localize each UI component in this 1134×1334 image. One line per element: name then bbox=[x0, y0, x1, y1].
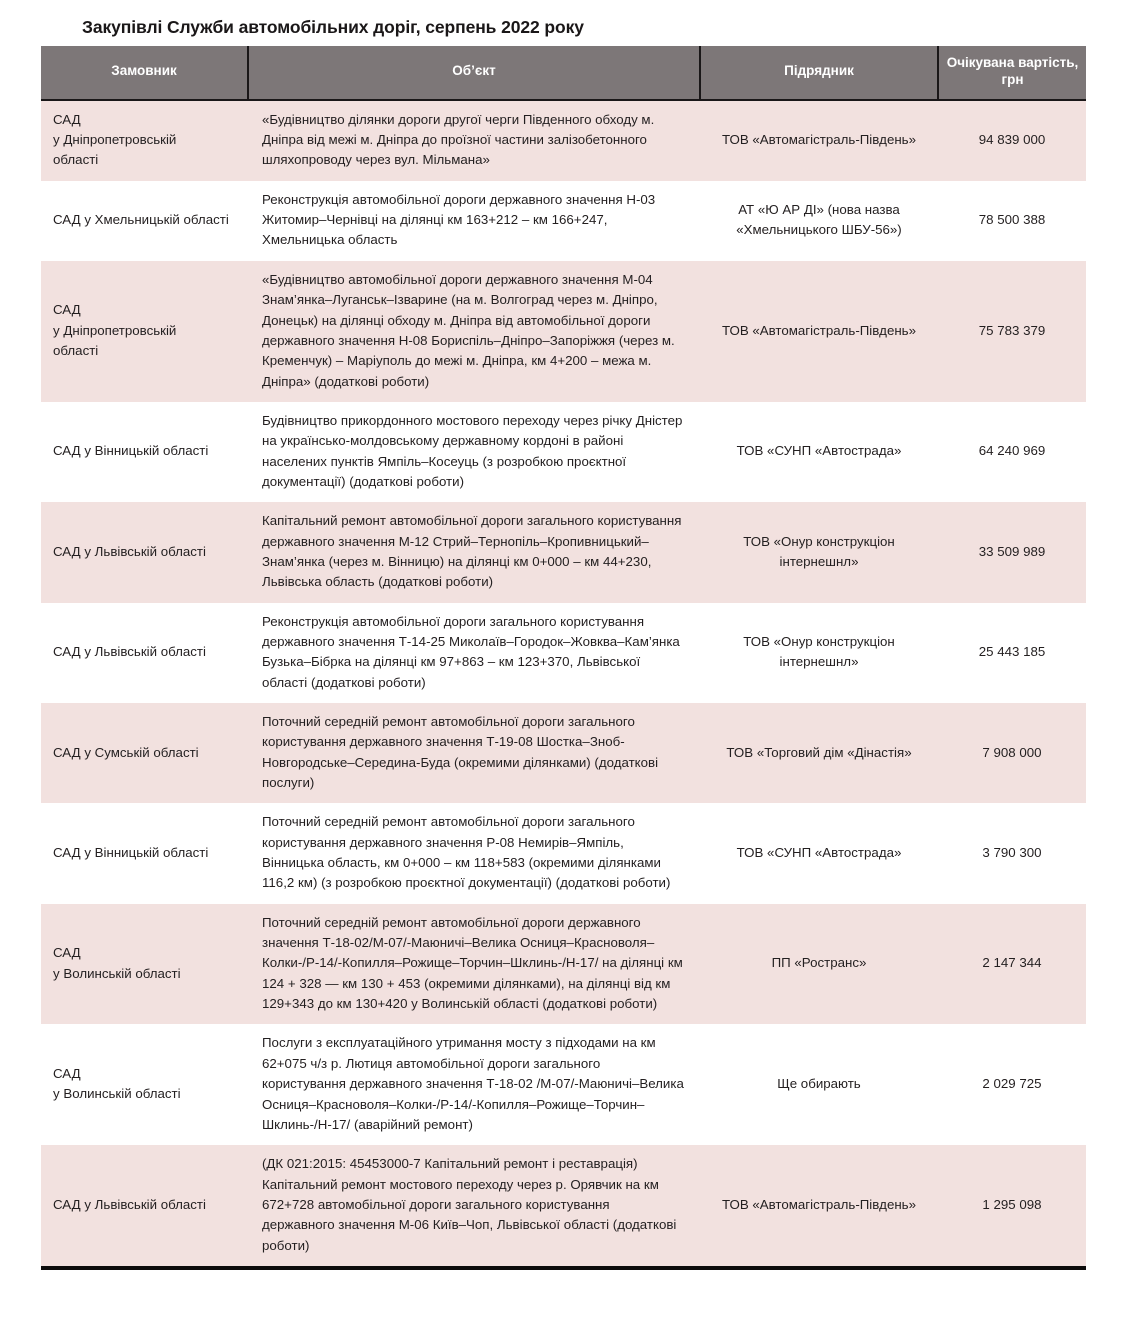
table-header-row: Замовник Об’єкт Підрядник Очікувана варт… bbox=[41, 46, 1086, 101]
cell-object: Реконструкція автомобільної дороги загал… bbox=[248, 602, 700, 703]
column-header-contractor: Підрядник bbox=[700, 46, 939, 101]
cell-contractor: ТОВ «СУНП «Автострада» bbox=[700, 803, 938, 904]
cell-object: Реконструкція автомобільної дороги держа… bbox=[248, 180, 700, 261]
table-header: Замовник Об’єкт Підрядник Очікувана варт… bbox=[41, 46, 1086, 101]
cell-value: 2 147 344 bbox=[938, 903, 1086, 1025]
table-body: САД у Дніпропетровській області «Будівництв… bbox=[41, 99, 1086, 1268]
cell-contractor: ТОВ «Торговий дім «Дінастія» bbox=[700, 703, 938, 804]
table-row: САД у Дніпропетровській області «Будівництв… bbox=[41, 99, 1086, 181]
cell-contractor: ТОВ «Автомагістраль-Південь» bbox=[700, 1145, 938, 1268]
cell-customer: САД у Хмельницькій області bbox=[41, 180, 248, 261]
cell-value: 1 295 098 bbox=[938, 1145, 1086, 1268]
table-row: САД у Львівській області (ДК 021:2015: 45… bbox=[41, 1145, 1086, 1268]
procurement-table: Замовник Об’єкт Підрядник Очікувана варт… bbox=[41, 46, 1086, 1270]
cell-value: 64 240 969 bbox=[938, 401, 1086, 503]
table-row: САД у Львівській області Капітальний ремо… bbox=[41, 502, 1086, 603]
cell-object: «Будівництво ділянки дороги другої черги… bbox=[248, 99, 700, 181]
cell-contractor: ТОВ «СУНП «Автострада» bbox=[700, 401, 938, 503]
cell-contractor: ТОВ «Онур конструкціон інтернешнл» bbox=[700, 502, 938, 603]
cell-value: 3 790 300 bbox=[938, 803, 1086, 904]
cell-customer: САД у Вінницькій області bbox=[41, 401, 248, 503]
table-row: САД у Вінницькій області Поточний середні… bbox=[41, 803, 1086, 904]
table-row: САД у Львівській області Реконструкція ав… bbox=[41, 602, 1086, 703]
cell-value: 78 500 388 bbox=[938, 180, 1086, 261]
column-header-customer: Замовник bbox=[41, 46, 249, 101]
cell-value: 75 783 379 bbox=[938, 260, 1086, 402]
table-row: САД у Дніпропетровській області «Будівництв… bbox=[41, 260, 1086, 402]
cell-customer: САД у Сумській області bbox=[41, 703, 248, 804]
cell-contractor: ПП «Ространс» bbox=[700, 903, 938, 1025]
cell-customer: САД у Львівській області bbox=[41, 502, 248, 603]
table-row: САД у Сумській області Поточний середній … bbox=[41, 703, 1086, 804]
table-container: Замовник Об’єкт Підрядник Очікувана варт… bbox=[41, 46, 1086, 1270]
cell-customer: САД у Дніпропетровській області bbox=[41, 260, 248, 402]
cell-object: Капітальний ремонт автомобільної дороги … bbox=[248, 502, 700, 603]
column-header-value: Очікувана вартість, грн bbox=[938, 46, 1086, 101]
cell-object: Послуги з експлуатаційного утримання мос… bbox=[248, 1024, 700, 1146]
cell-value: 94 839 000 bbox=[938, 99, 1086, 181]
cell-contractor: АТ «Ю АР ДІ» (нова назва «Хмельницького … bbox=[700, 180, 938, 261]
cell-value: 33 509 989 bbox=[938, 502, 1086, 603]
cell-customer: САД у Волинській області bbox=[41, 1024, 248, 1146]
cell-object: Поточний середній ремонт автомобільної д… bbox=[248, 903, 700, 1025]
cell-contractor: ТОВ «Автомагістраль-Південь» bbox=[700, 99, 938, 181]
cell-value: 2 029 725 bbox=[938, 1024, 1086, 1146]
cell-contractor: ТОВ «Онур конструкціон інтернешнл» bbox=[700, 602, 938, 703]
cell-customer: САД у Волинській області bbox=[41, 903, 248, 1025]
cell-value: 25 443 185 bbox=[938, 602, 1086, 703]
cell-contractor: Ще обирають bbox=[700, 1024, 938, 1146]
page-title: Закупівлі Служби автомобільних доріг, се… bbox=[82, 17, 584, 37]
cell-customer: САД у Дніпропетровській області bbox=[41, 99, 248, 181]
column-header-object: Об’єкт bbox=[248, 46, 701, 101]
table-row: САД у Волинській області Поточний середній… bbox=[41, 903, 1086, 1025]
cell-object: Поточний середній ремонт автомобільної д… bbox=[248, 703, 700, 804]
cell-value: 7 908 000 bbox=[938, 703, 1086, 804]
cell-object: (ДК 021:2015: 45453000-7 Капітальний рем… bbox=[248, 1145, 700, 1268]
cell-object: «Будівництво автомобільної дороги держав… bbox=[248, 260, 700, 402]
cell-contractor: ТОВ «Автомагістраль-Південь» bbox=[700, 260, 938, 402]
cell-object: Будівництво прикордонного мостового пере… bbox=[248, 401, 700, 503]
cell-object: Поточний середній ремонт автомобільної д… bbox=[248, 803, 700, 904]
table-row: САД у Хмельницькій області Реконструкція … bbox=[41, 180, 1086, 261]
table-row: САД у Волинській області Послуги з експлуа… bbox=[41, 1024, 1086, 1146]
table-row: САД у Вінницькій області Будівництво прик… bbox=[41, 401, 1086, 503]
cell-customer: САД у Вінницькій області bbox=[41, 803, 248, 904]
cell-customer: САД у Львівській області bbox=[41, 1145, 248, 1268]
cell-customer: САД у Львівській області bbox=[41, 602, 248, 703]
